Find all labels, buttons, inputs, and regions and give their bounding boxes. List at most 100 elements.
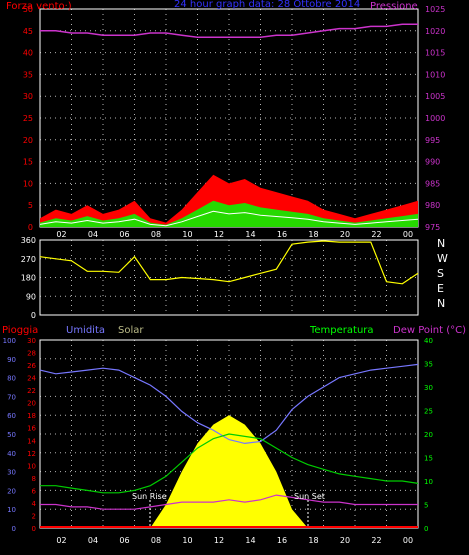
- humidity-tick-label: 80: [7, 375, 16, 383]
- wind-tick-label: 0: [28, 223, 33, 232]
- mid-panel-frame: [39, 239, 419, 316]
- pressure-tick-label: 1005: [425, 92, 445, 101]
- mid-grid: [40, 240, 419, 315]
- pressure-line: [40, 23, 418, 39]
- pressure-tick-label: 1020: [425, 27, 445, 36]
- wind-tick-label: 10: [23, 179, 33, 188]
- time-tick-label: 16: [277, 536, 287, 545]
- time-tick-label: 06: [119, 536, 129, 545]
- rain-tick-label: 8: [32, 475, 36, 483]
- top-time-ticks: 02 04 06 08 10 12 14 16 18 20 22 00: [56, 230, 413, 239]
- solar-label: Solar: [118, 325, 144, 336]
- temperature-tick-label: 25: [424, 408, 433, 416]
- solar-area-shape: [40, 415, 418, 528]
- temperature-tick-label: 0: [424, 525, 428, 533]
- time-tick-label: 06: [119, 230, 129, 239]
- rain-tick-label: 14: [27, 437, 36, 445]
- pressure-tick-label: 975: [425, 223, 440, 232]
- time-tick-label: 16: [277, 230, 287, 239]
- sunset-label: Sun Set: [294, 492, 325, 501]
- dewpoint-label: Dew Point (°C): [393, 325, 466, 336]
- rain-tick-label: 30: [27, 337, 36, 345]
- bottom-time-ticks: 02 04 06 08 10 12 14 16 18 20 22 00: [56, 536, 413, 545]
- time-tick-label: 10: [182, 230, 192, 239]
- time-tick-label: 18: [308, 230, 318, 239]
- humidity-tick-label: 10: [7, 506, 16, 514]
- compass-label: N: [437, 297, 445, 310]
- humidity-tick-label: 90: [7, 356, 16, 364]
- rain-tick-label: 18: [27, 412, 36, 420]
- pressure-tick-label: 985: [425, 179, 440, 188]
- umidita-label: Umidita: [66, 325, 105, 336]
- pressure-label: Pressione: [370, 1, 418, 12]
- temperature-series: [40, 433, 419, 494]
- compass-label: N: [437, 237, 445, 250]
- wind-tick-label: 45: [23, 27, 33, 36]
- time-tick-label: 02: [56, 536, 66, 545]
- humidity-tick-label: 40: [7, 450, 16, 458]
- rain-tick-label: 10: [27, 462, 36, 470]
- time-tick-label: 04: [88, 230, 98, 239]
- top-grid: [40, 9, 419, 227]
- compass-label: W: [437, 252, 448, 265]
- compass-label: S: [437, 267, 444, 280]
- time-tick-label: 00: [403, 536, 413, 545]
- time-tick-label: 20: [340, 230, 350, 239]
- pressure-tick-label: 1015: [425, 49, 445, 58]
- temperature-tick-label: 10: [424, 478, 433, 486]
- rain-tick-label: 2: [32, 512, 36, 520]
- compass-label: E: [437, 282, 444, 295]
- wind-tick-label: 30: [23, 92, 33, 101]
- rain-tick-label: 26: [27, 362, 36, 370]
- time-tick-label: 04: [88, 536, 98, 545]
- time-tick-label: 14: [245, 230, 255, 239]
- rain-tick-label: 16: [27, 425, 36, 433]
- direction-tick-label: 360: [21, 236, 36, 245]
- direction-axis-ticks: 0 90 180 270 360: [21, 236, 36, 320]
- bottom-lines: [39, 363, 419, 528]
- rain-tick-label: 28: [27, 350, 36, 358]
- direction-series: [39, 240, 419, 285]
- temperature-tick-label: 5: [424, 502, 428, 510]
- wind-label: Forza vento·): [6, 1, 72, 12]
- wind-tick-label: 20: [23, 136, 33, 145]
- time-tick-label: 12: [214, 536, 224, 545]
- solar-area: [40, 415, 418, 528]
- wind-tick-label: 15: [23, 158, 33, 167]
- rain-tick-label: 0: [32, 525, 36, 533]
- pressure-series: [40, 23, 418, 39]
- rain-tick-label: 20: [27, 400, 36, 408]
- wind-tick-label: 35: [23, 70, 33, 79]
- humidity-series: [39, 363, 419, 445]
- wind-tick-label: 40: [23, 49, 33, 58]
- pioggia-label: Pioggia: [2, 325, 38, 336]
- time-tick-label: 22: [371, 230, 381, 239]
- wind-min-line: [39, 210, 419, 227]
- humidity-tick-label: 20: [7, 487, 16, 495]
- time-tick-label: 10: [182, 536, 192, 545]
- rain-tick-label: 22: [27, 387, 36, 395]
- direction-tick-label: 180: [21, 274, 36, 283]
- sun-annotations: Sun Rise Sun Set: [132, 492, 325, 528]
- pressure-tick-label: 990: [425, 158, 440, 167]
- wind-tick-label: 50: [23, 5, 33, 14]
- time-tick-label: 22: [371, 536, 381, 545]
- pressure-axis-ticks: 975 980 985 990 995 1000 1005 1010 1015 1020 1025: [425, 5, 445, 232]
- humidity-tick-label: 50: [7, 431, 16, 439]
- temperatura-label: Temperatura: [309, 325, 374, 336]
- temperature-tick-label: 20: [424, 431, 433, 439]
- humidity-tick-label: 70: [7, 393, 16, 401]
- humidity-tick-label: 100: [3, 337, 16, 345]
- wind-area: [39, 174, 419, 227]
- pressure-tick-label: 980: [425, 201, 440, 210]
- temperature-tick-label: 35: [424, 361, 433, 369]
- time-tick-label: 08: [151, 536, 161, 545]
- pressure-tick-label: 1000: [425, 114, 445, 123]
- direction-tick-label: 0: [31, 311, 36, 320]
- time-tick-label: 18: [308, 536, 318, 545]
- temperature-tick-label: 30: [424, 384, 433, 392]
